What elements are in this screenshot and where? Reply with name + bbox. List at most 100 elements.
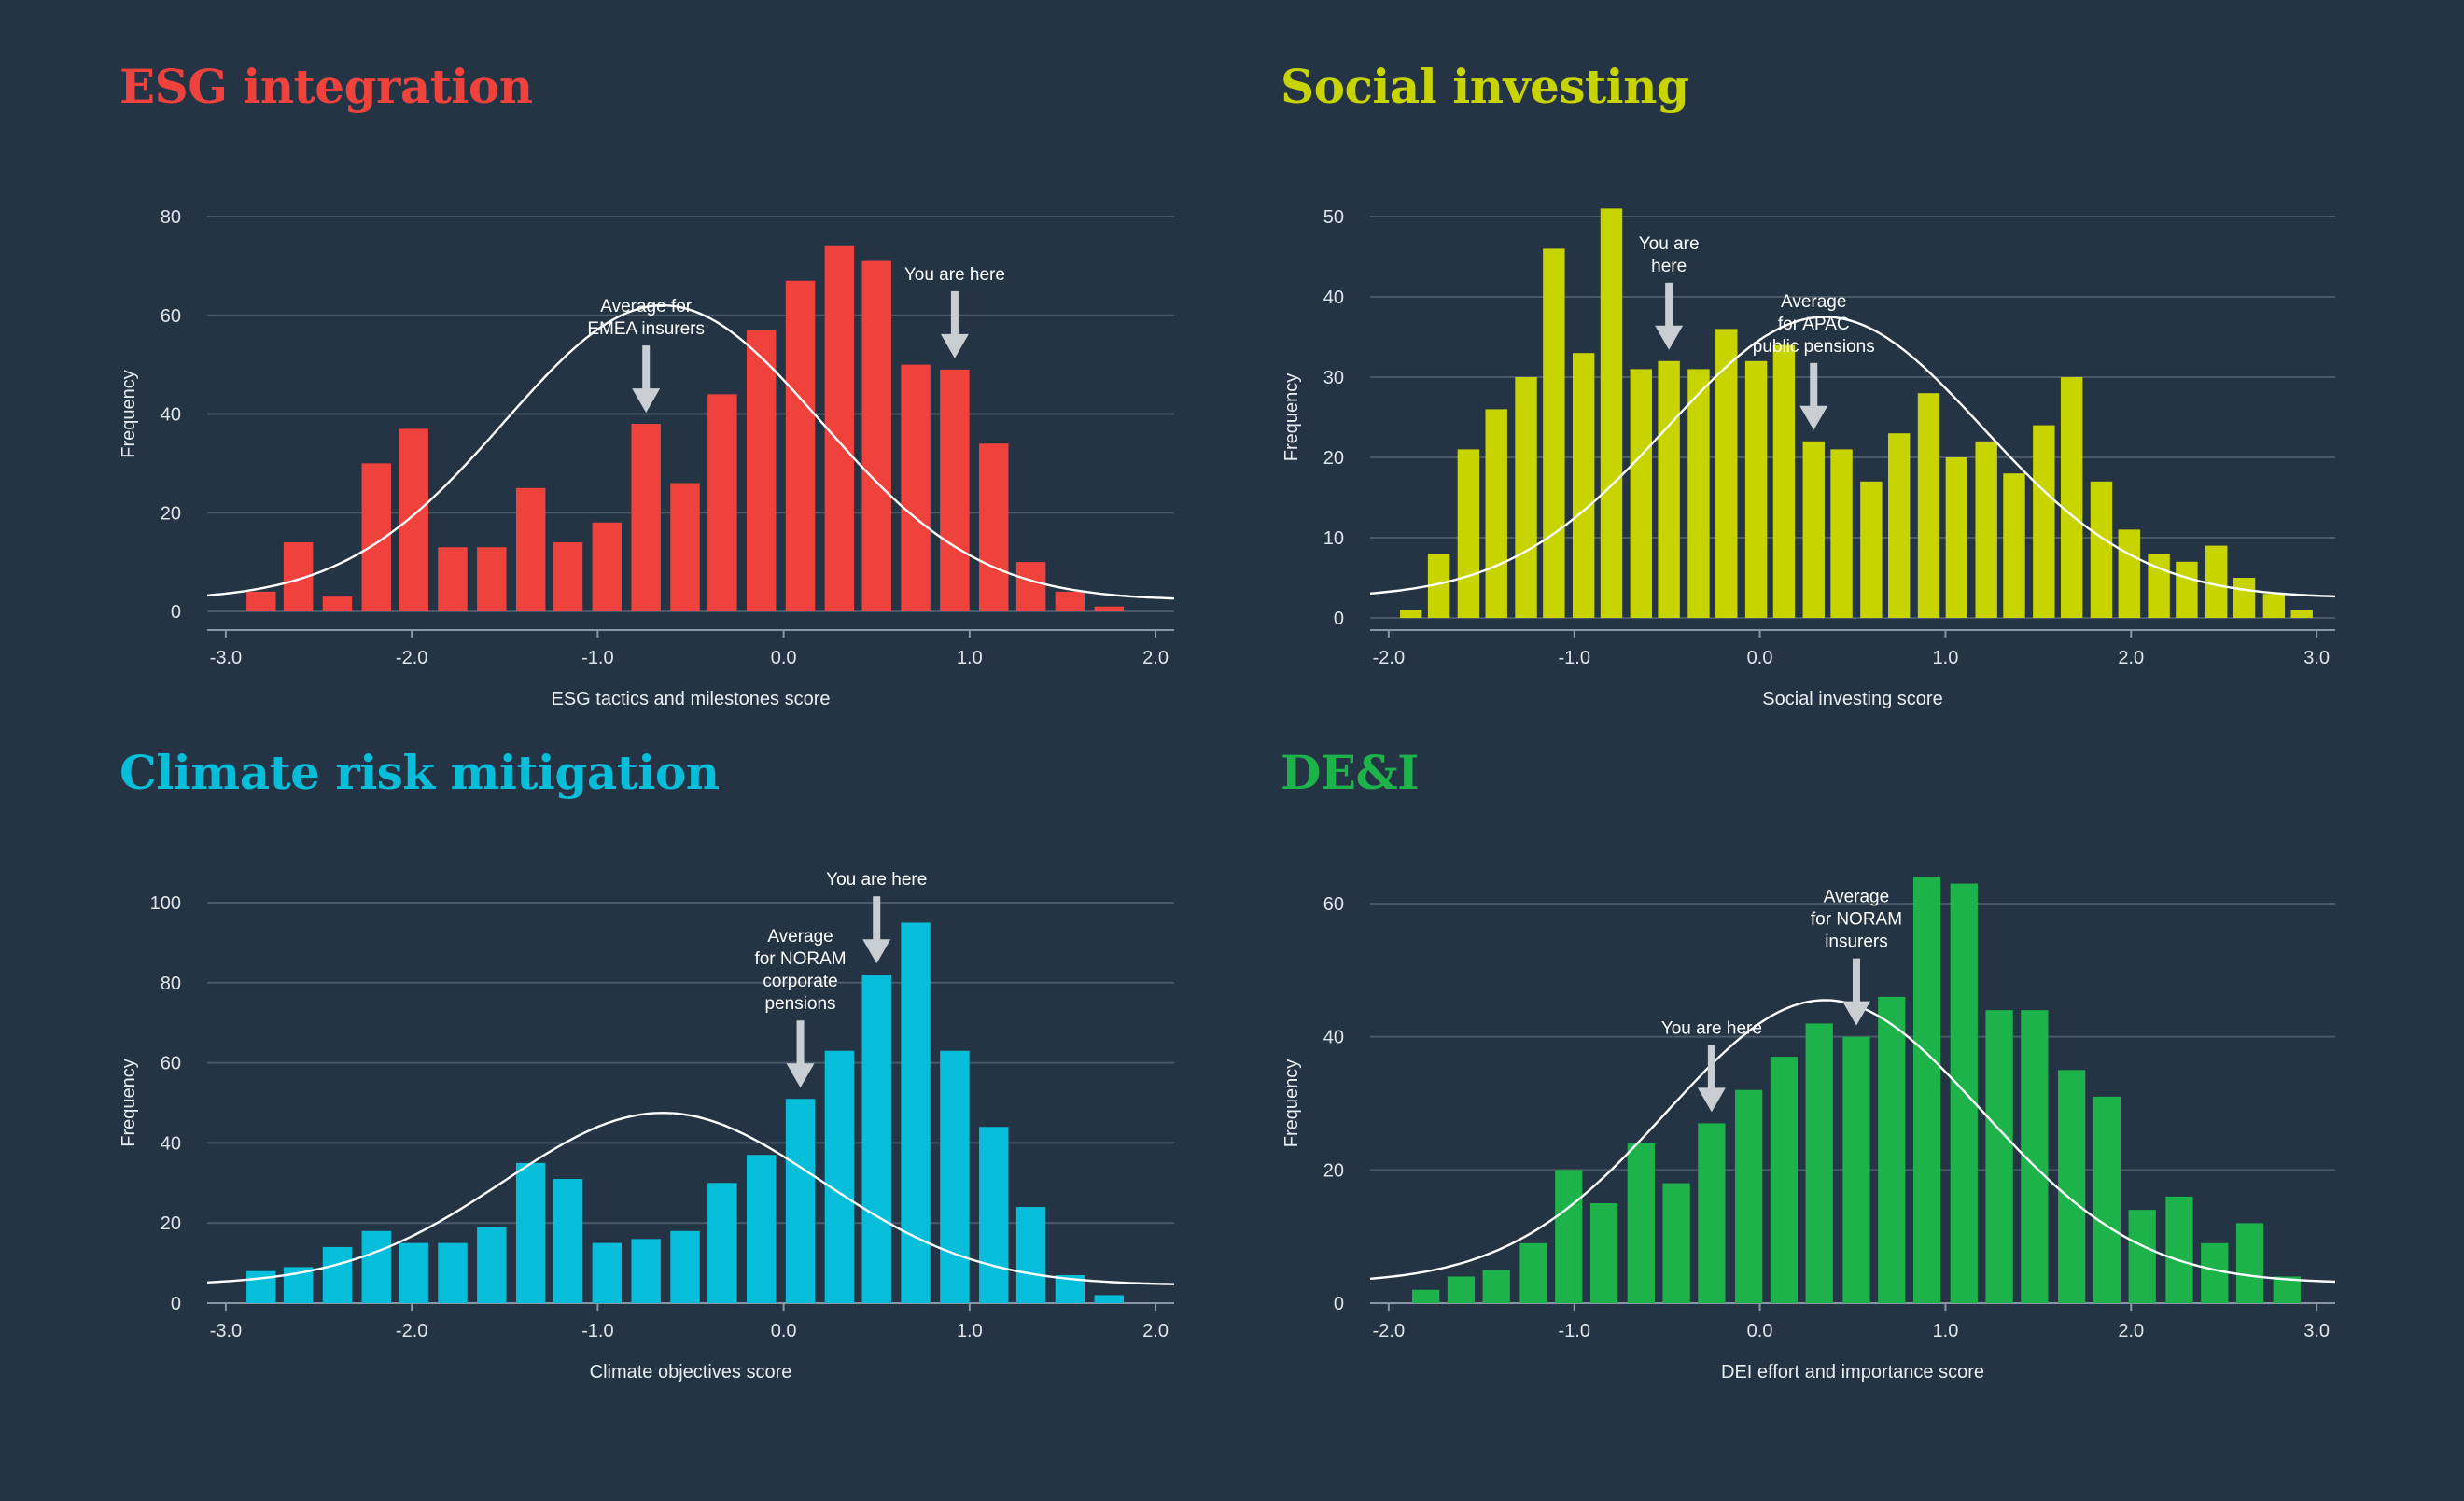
x-tick-label: 1.0 <box>1933 648 1959 668</box>
histogram-bar <box>2290 610 2313 618</box>
panel-title: Climate risk mitigation <box>119 745 720 800</box>
histogram-bar <box>399 1242 428 1303</box>
histogram-bar <box>1770 1057 1799 1303</box>
arrow-shaft <box>1810 362 1818 408</box>
histogram-bar <box>1687 369 1710 618</box>
histogram-bar <box>2060 377 2083 618</box>
annotation-label: corporate <box>763 972 837 991</box>
histogram-bar <box>1744 360 1768 618</box>
histogram-bar <box>2058 1070 2086 1303</box>
histogram-bar <box>1094 1295 1124 1303</box>
histogram-bar <box>824 245 855 611</box>
arrow-head <box>1697 1087 1726 1113</box>
histogram-bar <box>1555 1170 1583 1303</box>
histogram-bar <box>670 483 700 611</box>
y-tick-label: 20 <box>161 503 181 524</box>
histogram-bar <box>399 428 428 611</box>
histogram-bar <box>438 547 468 611</box>
histogram-bar <box>979 443 1009 611</box>
histogram-panel: 0 20 40 60 80 -3.0 -2.0 -1.0 0.0 1.0 2.0 ESG tactic… <box>119 207 1175 709</box>
annotation-label: here <box>1651 257 1687 276</box>
histogram-bar <box>553 1179 583 1303</box>
histogram-bar <box>2148 554 2170 618</box>
histogram-bar <box>1543 248 1565 618</box>
histogram-bar <box>1515 377 1537 618</box>
histogram-bar <box>979 1127 1009 1303</box>
histogram-bar <box>1842 1036 1870 1303</box>
arrow-head <box>632 388 661 414</box>
histogram-bar <box>1715 329 1738 618</box>
histogram-bar <box>1015 562 1046 611</box>
histogram-bar <box>1698 1123 1726 1303</box>
histogram-bar <box>1015 1207 1046 1303</box>
arrow-head <box>786 1063 815 1088</box>
arrow-shaft <box>1707 1045 1715 1090</box>
histogram-bar <box>670 1230 700 1303</box>
annotation-label: You are here <box>826 870 927 890</box>
histogram-bar <box>707 1183 737 1303</box>
arrow-shaft <box>796 1020 805 1066</box>
y-axis-label: Frequency <box>119 370 139 458</box>
y-tick-label: 40 <box>1323 288 1344 308</box>
histogram-bar <box>824 1050 855 1303</box>
histogram-bar <box>1600 208 1623 618</box>
x-tick-label: 0.0 <box>1747 648 1773 668</box>
histogram-bar <box>2093 1096 2121 1303</box>
arrow-head <box>1841 1001 1870 1026</box>
y-tick-label: 40 <box>161 405 181 426</box>
histogram-bar <box>1772 344 1796 618</box>
annotation-label: for APAC <box>1778 315 1850 334</box>
histogram-panel: 0 10 20 30 40 50 -2.0 -1.0 0.0 1.0 2.0 3.0 Social in… <box>1281 207 2336 709</box>
annotation-label: for NORAM <box>754 949 846 969</box>
histogram-bar <box>2128 1210 2156 1303</box>
histogram-bar <box>940 369 970 611</box>
histogram-bar <box>631 424 661 611</box>
x-tick-label: 3.0 <box>2303 1321 2330 1341</box>
histogram-bar <box>1400 610 1422 618</box>
x-tick-label: -1.0 <box>581 648 613 668</box>
y-tick-label: 100 <box>150 893 181 914</box>
histogram-bar <box>1830 449 1853 618</box>
histogram-bar <box>1802 441 1825 618</box>
histogram-bar <box>1630 369 1653 618</box>
histogram-bar <box>1735 1089 1763 1303</box>
y-tick-label: 20 <box>161 1213 181 1234</box>
x-axis-label: ESG tactics and milestones score <box>551 689 830 709</box>
annotation-label: public pensions <box>1753 337 1875 357</box>
normal-curve <box>206 1111 1175 1285</box>
histogram-panel: 0 20 40 60 80 100 -3.0 -2.0 -1.0 0.0 1.0 2.0 Climate… <box>119 870 1175 1382</box>
histogram-bar <box>2165 1196 2193 1303</box>
histogram-bar <box>2118 529 2140 618</box>
x-axis-label: Climate objectives score <box>590 1362 792 1382</box>
histogram-bar <box>592 522 623 611</box>
x-tick-label: -2.0 <box>396 648 427 668</box>
x-tick-label: -1.0 <box>1558 1321 1589 1341</box>
annotation-label: You are <box>1639 234 1700 254</box>
y-axis-label: Frequency <box>119 1059 139 1147</box>
histogram-bar <box>861 975 891 1303</box>
x-tick-label: 2.0 <box>2118 1321 2144 1341</box>
annotation-label: Average <box>1824 888 1889 907</box>
y-tick-label: 10 <box>1323 528 1344 549</box>
arrow-shaft <box>1852 958 1860 1003</box>
histogram-bar <box>1975 441 1997 618</box>
y-tick-label: 60 <box>161 1054 181 1074</box>
histogram-bar <box>1878 996 1906 1303</box>
histogram-bar <box>2033 425 2055 618</box>
histogram-bar <box>785 1099 816 1303</box>
annotation-label: Average <box>1781 292 1846 312</box>
y-tick-label: 30 <box>1323 368 1344 388</box>
histogram-bar <box>631 1239 661 1303</box>
y-axis-label: Frequency <box>1281 1059 1302 1148</box>
histogram-bar <box>592 1242 623 1303</box>
arrow-shaft <box>950 290 959 336</box>
histogram-bar <box>901 364 931 611</box>
histogram-bar <box>1985 1010 2013 1303</box>
x-tick-label: -1.0 <box>1558 648 1589 668</box>
y-tick-label: 0 <box>1334 609 1344 629</box>
annotation-label: Average <box>767 927 833 947</box>
x-tick-label: 0.0 <box>1747 1321 1773 1341</box>
x-tick-label: 1.0 <box>957 648 983 668</box>
histogram-bar <box>322 1246 353 1303</box>
histogram-bar <box>2233 578 2256 618</box>
